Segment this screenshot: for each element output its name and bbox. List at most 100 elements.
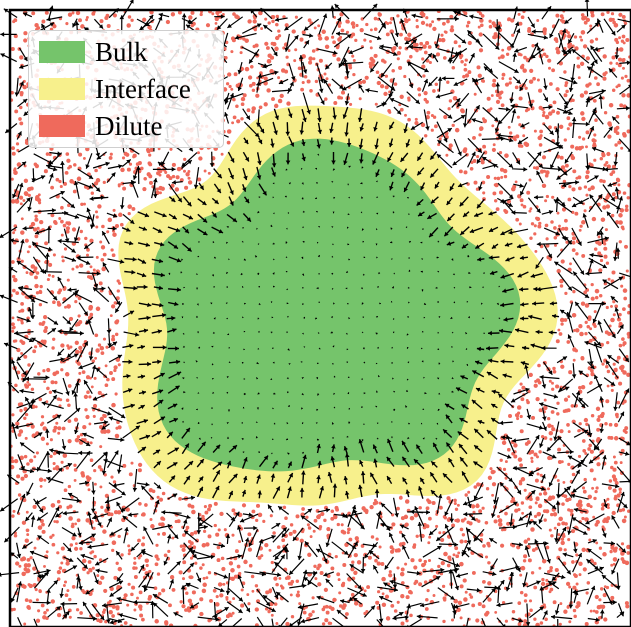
velocity-arrow: [604, 167, 618, 172]
dilute-particle: [302, 610, 307, 615]
dilute-particle: [612, 548, 618, 553]
dilute-particle: [598, 604, 604, 609]
dilute-particle: [34, 275, 38, 280]
dilute-particle: [241, 503, 247, 508]
dilute-particle: [286, 62, 290, 67]
dilute-particle: [432, 574, 437, 579]
velocity-arrow: [168, 183, 183, 203]
dilute-particle: [574, 146, 580, 151]
velocity-arrow: [434, 181, 440, 189]
dilute-particle: [491, 82, 497, 88]
dilute-particle: [521, 385, 526, 390]
dilute-particle: [49, 535, 53, 539]
dilute-particle: [78, 152, 83, 157]
velocity-arrow: [302, 33, 314, 38]
dilute-particle: [464, 590, 468, 594]
dilute-particle: [598, 294, 603, 298]
dilute-particle: [242, 93, 247, 98]
dilute-particle: [238, 540, 242, 544]
dilute-particle: [288, 531, 293, 536]
velocity-arrow: [437, 76, 443, 92]
dilute-particle: [81, 473, 86, 478]
dilute-particle: [324, 97, 328, 101]
dilute-particle: [385, 32, 390, 37]
dilute-particle: [231, 121, 235, 125]
velocity-arrow: [262, 24, 273, 33]
dilute-particle: [447, 107, 451, 111]
dilute-particle: [399, 571, 405, 577]
velocity-arrow: [22, 12, 33, 18]
dilute-particle: [463, 63, 467, 67]
dilute-particle: [216, 558, 221, 563]
dilute-particle: [519, 590, 524, 595]
dilute-particle: [479, 18, 484, 23]
velocity-arrow: [343, 57, 349, 79]
dilute-particle: [467, 70, 472, 75]
dilute-particle: [187, 503, 192, 508]
dilute-particle: [43, 611, 47, 615]
dilute-particle: [588, 443, 593, 448]
dilute-particle: [558, 224, 561, 228]
dilute-particle: [560, 364, 565, 369]
dilute-particle: [547, 111, 553, 116]
dilute-particle: [374, 500, 379, 505]
dilute-particle: [114, 223, 120, 229]
dilute-particle: [535, 166, 540, 171]
dilute-particle: [618, 312, 622, 317]
dilute-particle: [284, 23, 289, 28]
dilute-particle: [352, 72, 356, 77]
dilute-particle: [549, 82, 553, 86]
velocity-arrow: [271, 153, 277, 168]
dilute-particle: [105, 345, 109, 349]
dilute-particle: [78, 371, 82, 375]
dilute-particle: [602, 552, 607, 557]
dilute-particle: [501, 48, 505, 52]
velocity-arrow: [157, 161, 168, 170]
dilute-particle: [549, 456, 553, 460]
dilute-particle: [38, 589, 42, 593]
dilute-particle: [86, 248, 90, 252]
velocity-arrow: [588, 89, 606, 95]
dilute-particle: [130, 461, 134, 465]
dilute-particle: [519, 198, 524, 203]
velocity-arrow: [585, 164, 605, 170]
dilute-particle: [566, 127, 570, 131]
dilute-particle: [545, 243, 550, 248]
velocity-arrow: [85, 153, 93, 169]
dilute-particle: [492, 78, 497, 83]
dilute-particle: [19, 92, 24, 97]
dilute-particle: [67, 384, 72, 388]
dilute-particle: [333, 598, 337, 602]
dilute-particle: [228, 84, 232, 89]
velocity-arrow: [403, 123, 408, 134]
dilute-particle: [80, 202, 84, 207]
dilute-particle: [533, 452, 538, 457]
dilute-particle: [56, 300, 61, 305]
dilute-particle: [32, 227, 38, 232]
velocity-arrow: [378, 22, 386, 34]
velocity-arrow: [31, 175, 46, 183]
velocity-arrow: [563, 46, 574, 55]
dilute-particle: [99, 425, 104, 430]
velocity-arrow: [243, 196, 250, 204]
dilute-particle: [533, 514, 538, 519]
dilute-particle: [324, 44, 330, 50]
dilute-particle: [575, 582, 579, 586]
dilute-particle: [93, 554, 97, 559]
dilute-particle: [123, 593, 128, 598]
dilute-particle: [616, 400, 621, 405]
velocity-arrow: [543, 144, 563, 153]
dilute-particle: [85, 15, 89, 19]
dilute-particle: [267, 609, 271, 614]
dilute-particle: [469, 595, 474, 599]
dilute-particle: [599, 587, 604, 591]
dilute-particle: [415, 534, 419, 538]
dilute-particle: [571, 187, 576, 192]
dilute-particle: [19, 202, 23, 206]
dilute-particle: [275, 582, 279, 587]
dilute-particle: [577, 146, 583, 151]
dilute-particle: [156, 572, 161, 576]
dilute-particle: [98, 619, 103, 624]
dilute-particle: [614, 304, 619, 309]
dilute-particle: [244, 66, 250, 72]
